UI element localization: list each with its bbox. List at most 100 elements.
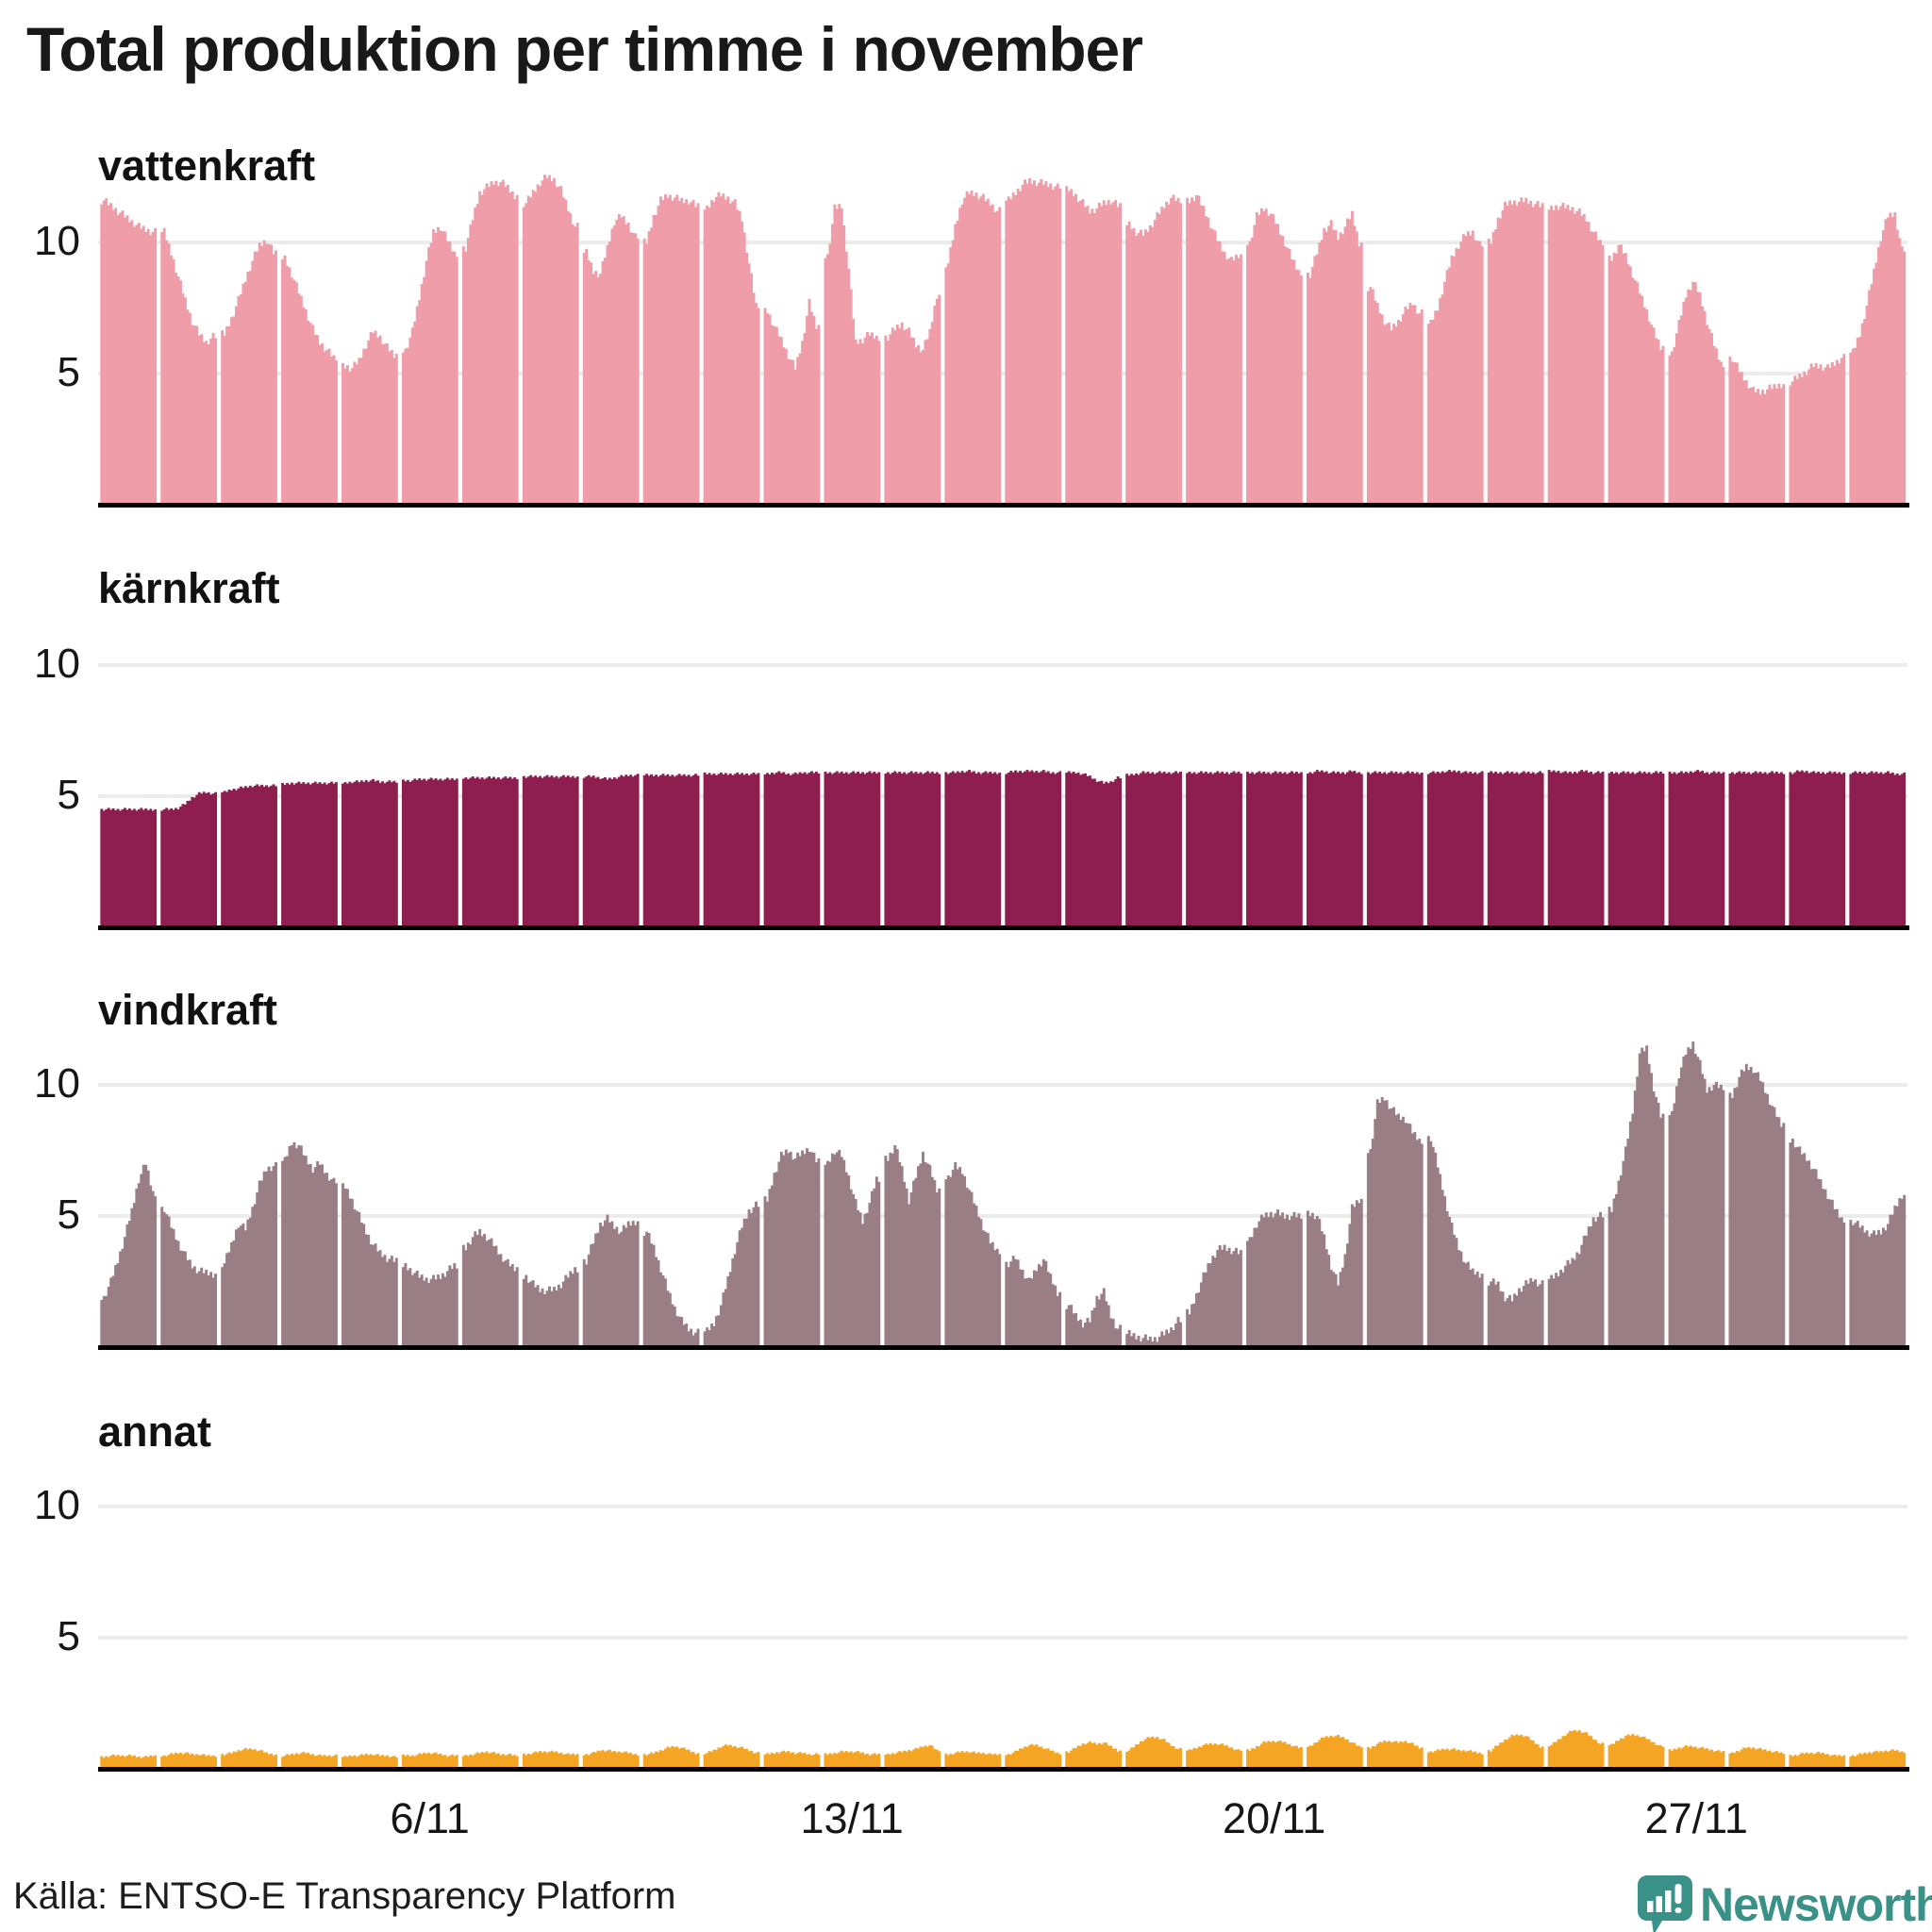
hour-bar: [1719, 1752, 1723, 1769]
hour-bar: [1858, 337, 1862, 505]
hour-bar: [1682, 1056, 1686, 1347]
hour-bar: [671, 200, 675, 505]
hour-bar: [1474, 1274, 1477, 1347]
hour-bar: [629, 1225, 633, 1347]
gridline: [98, 1083, 1907, 1087]
hour-bar: [976, 1216, 980, 1347]
hour-bar: [1092, 1742, 1096, 1769]
hour-bar: [1868, 1752, 1872, 1769]
hour-bar: [318, 1754, 322, 1769]
hour-bar: [1081, 1327, 1085, 1347]
hour-bar: [1689, 1049, 1692, 1347]
hour-bar: [1207, 773, 1210, 927]
hour-bar: [1172, 772, 1175, 927]
hour-bar: [1390, 771, 1393, 927]
hour-bar: [1288, 248, 1291, 505]
hour-bar: [1188, 771, 1191, 927]
hour-bar: [1587, 222, 1591, 505]
hour-bar: [1682, 302, 1686, 505]
hour-bar: [341, 783, 344, 927]
hour-bar: [1262, 210, 1266, 505]
hour-bar: [685, 199, 689, 505]
hour-bar: [733, 1745, 737, 1769]
hour-bar: [1647, 772, 1651, 927]
hour-bar: [1536, 1744, 1540, 1769]
hour-bar: [1689, 1745, 1692, 1769]
hour-bar: [1504, 1301, 1507, 1347]
hour-bar: [1547, 1278, 1551, 1347]
hour-bar: [176, 1241, 180, 1347]
hour-bar: [1573, 1259, 1576, 1347]
hour-bar: [655, 774, 658, 927]
hour-bar: [270, 1753, 273, 1769]
hour-bar: [490, 1238, 493, 1347]
hour-bar: [1188, 1314, 1191, 1347]
hour-bar: [170, 1227, 174, 1347]
hour-bar: [944, 772, 948, 927]
hour-bar: [1733, 1753, 1737, 1769]
hour-bar: [531, 190, 535, 505]
hour-bar: [1459, 242, 1463, 505]
hour-bar: [1740, 1069, 1743, 1347]
hour-bar: [119, 810, 122, 927]
hour-bar: [1448, 267, 1451, 505]
hour-bar: [1439, 1750, 1442, 1769]
hour-bar: [1903, 1753, 1907, 1769]
hour-bar: [135, 1757, 139, 1769]
hour-bar: [175, 272, 177, 505]
page-title: Total produktion per timme i november: [26, 14, 1143, 84]
hour-bar: [1840, 358, 1843, 505]
hour-bar: [912, 338, 916, 505]
hour-bar: [1383, 772, 1387, 927]
gridline: [98, 372, 1907, 375]
hour-bar: [858, 339, 862, 505]
hour-bar: [172, 809, 175, 927]
newsworthy-logo-icon: [1638, 1875, 1692, 1932]
hour-bar: [993, 212, 997, 505]
hour-bar: [1239, 773, 1242, 927]
hour-bar: [548, 175, 551, 505]
hour-bar: [1824, 1189, 1827, 1347]
hour-bar: [1777, 773, 1781, 927]
hour-bar: [536, 1285, 540, 1347]
hour-bar: [1443, 1749, 1447, 1769]
hour-bar: [253, 1749, 257, 1769]
hour-bar: [838, 204, 841, 505]
hour-bar: [974, 773, 978, 927]
hour-bar: [378, 335, 382, 505]
hour-bar: [480, 1236, 484, 1347]
hour-bar: [642, 774, 646, 927]
hour-bar: [1191, 1304, 1193, 1347]
hour-bar: [1374, 1119, 1377, 1347]
hour-bar: [1884, 1750, 1888, 1769]
hour-bar: [1216, 1250, 1220, 1347]
hour-bar: [1795, 1756, 1799, 1769]
hour-bar: [469, 225, 473, 505]
hour-bar: [1021, 184, 1024, 505]
hour-bar: [791, 774, 795, 927]
hour-bar: [1555, 205, 1558, 505]
hour-bar: [1146, 1340, 1150, 1347]
hour-bar: [1684, 1055, 1688, 1347]
hour-bar: [286, 266, 289, 505]
hour-bar: [1334, 1274, 1338, 1347]
hour-bar: [1552, 1741, 1556, 1769]
hour-bar: [812, 1152, 816, 1347]
hour-bar: [197, 791, 201, 927]
hour-bar: [1248, 773, 1252, 927]
hour-bar: [1413, 1132, 1417, 1347]
hour-bar: [383, 783, 387, 927]
hour-bar: [1366, 1153, 1370, 1347]
hour-bar: [830, 1754, 834, 1769]
hour-bar: [1158, 1739, 1161, 1769]
hour-bar: [1655, 338, 1657, 505]
hour-bar: [1575, 1252, 1579, 1347]
hour-bar: [262, 786, 266, 927]
hour-bar: [355, 364, 358, 505]
hour-bar: [1058, 771, 1062, 927]
hour-bar: [1684, 297, 1688, 505]
hour-bar: [1044, 1260, 1048, 1347]
hour-bar: [286, 1156, 289, 1347]
hour-bar: [1072, 771, 1075, 927]
hour-bar: [817, 773, 821, 927]
